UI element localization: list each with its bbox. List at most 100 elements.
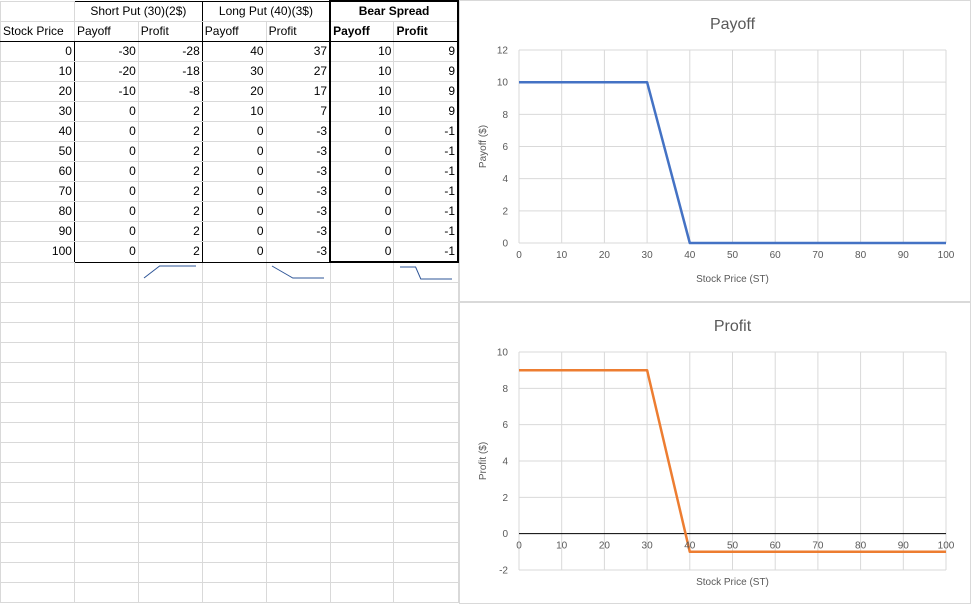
table-cell[interactable]: 20 [201,81,267,102]
empty-cell[interactable] [201,442,267,463]
empty-cell[interactable] [137,402,203,423]
empty-cell[interactable] [329,582,395,603]
empty-cell[interactable] [201,342,267,363]
column-header-5[interactable]: Payoff [329,21,395,42]
table-cell[interactable]: 0 [329,181,395,202]
table-cell[interactable]: 10 [0,61,75,82]
table-cell[interactable]: 37 [265,41,331,62]
empty-cell[interactable] [0,402,75,423]
table-cell[interactable]: 0 [201,141,267,162]
empty-cell[interactable] [73,362,139,383]
empty-cell[interactable] [137,342,203,363]
table-cell[interactable]: 9 [393,61,459,82]
empty-cell[interactable] [73,502,139,523]
table-cell[interactable]: 40 [0,121,75,142]
empty-cell[interactable] [201,462,267,483]
table-cell[interactable]: -3 [265,181,331,202]
empty-cell[interactable] [393,422,459,443]
empty-cell[interactable] [329,422,395,443]
empty-cell[interactable] [329,342,395,363]
table-cell[interactable]: 0 [201,121,267,142]
empty-cell[interactable] [201,382,267,403]
empty-cell[interactable] [73,542,139,563]
empty-cell[interactable] [201,502,267,523]
empty-cell[interactable] [137,502,203,523]
empty-cell[interactable] [73,482,139,503]
table-cell[interactable]: -1 [393,241,459,263]
empty-cell[interactable] [393,562,459,583]
empty-cell[interactable] [0,482,75,503]
empty-cell[interactable] [137,582,203,603]
table-cell[interactable]: -1 [393,221,459,242]
table-cell[interactable]: 0 [329,121,395,142]
table-cell[interactable]: -3 [265,121,331,142]
table-cell[interactable]: -3 [265,201,331,222]
data-table[interactable]: Short Put (30)(2$) Long Put (40)(3$) Bear … [0,0,459,603]
table-cell[interactable]: 30 [201,61,267,82]
empty-cell[interactable] [0,522,75,543]
empty-cell[interactable] [137,302,203,323]
empty-cell[interactable] [73,422,139,443]
table-cell[interactable]: 10 [201,101,267,122]
empty-cell[interactable] [0,502,75,523]
table-cell[interactable]: 2 [137,221,203,242]
table-cell[interactable]: 2 [137,181,203,202]
table-cell[interactable]: 20 [0,81,75,102]
empty-cell[interactable] [393,282,459,303]
table-cell[interactable]: -8 [137,81,203,102]
empty-cell[interactable] [0,302,75,323]
empty-cell[interactable] [329,442,395,463]
empty-cell[interactable] [265,322,331,343]
empty-cell[interactable] [393,582,459,603]
empty-cell[interactable] [201,362,267,383]
empty-cell[interactable] [201,482,267,503]
table-cell[interactable]: 2 [137,201,203,222]
empty-cell[interactable] [0,542,75,563]
empty-cell[interactable] [73,402,139,423]
empty-cell[interactable] [137,362,203,383]
empty-cell[interactable] [265,482,331,503]
empty-cell[interactable] [137,322,203,343]
table-cell[interactable]: 0 [73,101,139,122]
empty-cell[interactable] [393,542,459,563]
empty-cell[interactable] [73,382,139,403]
table-cell[interactable]: 2 [137,101,203,122]
empty-cell[interactable] [265,462,331,483]
table-cell[interactable]: -1 [393,201,459,222]
group-header-2[interactable]: Bear Spread [329,0,459,22]
empty-cell[interactable] [329,322,395,343]
profit-chart[interactable]: Profit 0 10 20 30 40 50 60 70 80 90 100 -2 0 2 4 6 8 10 Sto… [459,302,971,604]
table-cell[interactable]: 30 [0,101,75,122]
empty-cell[interactable] [393,302,459,323]
table-cell[interactable]: 2 [137,161,203,182]
table-cell[interactable]: 2 [137,141,203,162]
table-cell[interactable]: 0 [201,201,267,222]
empty-cell[interactable] [73,562,139,583]
table-cell[interactable]: 0 [0,41,75,62]
empty-cell[interactable] [329,382,395,403]
table-cell[interactable]: -1 [393,181,459,202]
empty-cell[interactable] [73,302,139,323]
table-cell[interactable]: 17 [265,81,331,102]
empty-cell[interactable] [0,442,75,463]
empty-cell[interactable] [0,342,75,363]
table-cell[interactable]: 0 [329,141,395,162]
table-cell[interactable]: 0 [329,221,395,242]
column-header-4[interactable]: Profit [265,21,331,42]
table-cell[interactable]: -1 [393,141,459,162]
table-cell[interactable]: 9 [393,81,459,102]
table-cell[interactable]: 0 [73,181,139,202]
empty-cell[interactable] [393,402,459,423]
empty-cell[interactable] [0,282,75,303]
empty-cell[interactable] [265,382,331,403]
empty-cell[interactable] [393,502,459,523]
table-cell[interactable]: -3 [265,221,331,242]
table-cell[interactable]: 80 [0,201,75,222]
table-cell[interactable]: 0 [329,201,395,222]
empty-cell[interactable] [329,502,395,523]
table-cell[interactable]: -30 [73,41,139,62]
table-cell[interactable]: 0 [73,201,139,222]
empty-cell[interactable] [329,362,395,383]
empty-cell[interactable] [393,362,459,383]
empty-cell[interactable] [137,522,203,543]
